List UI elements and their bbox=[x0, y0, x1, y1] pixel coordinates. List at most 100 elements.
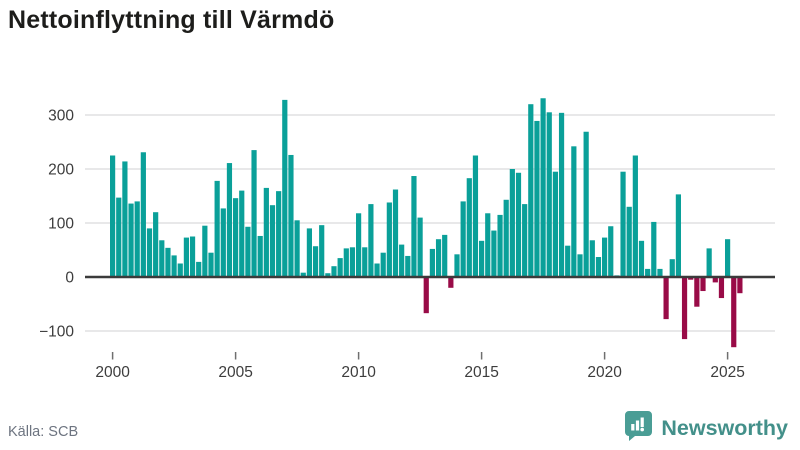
bar bbox=[386, 202, 392, 277]
bar bbox=[239, 190, 245, 277]
bar bbox=[638, 240, 645, 277]
bar bbox=[325, 273, 331, 277]
bar bbox=[737, 277, 743, 294]
x-axis-label: 2010 bbox=[341, 364, 376, 381]
bar bbox=[226, 163, 233, 277]
bar bbox=[220, 208, 226, 277]
bar bbox=[565, 245, 571, 277]
bar bbox=[675, 194, 681, 277]
bar bbox=[706, 248, 712, 277]
bar bbox=[651, 221, 657, 277]
bar bbox=[694, 277, 700, 307]
bar bbox=[669, 259, 675, 277]
bar bbox=[312, 246, 319, 277]
bar bbox=[153, 212, 159, 277]
bar bbox=[491, 230, 497, 277]
bar bbox=[466, 178, 472, 277]
bar bbox=[509, 169, 515, 277]
bar bbox=[392, 189, 399, 277]
bar bbox=[122, 161, 128, 277]
x-axis-label: 2025 bbox=[710, 364, 744, 381]
bar bbox=[632, 155, 638, 277]
bar bbox=[140, 152, 146, 277]
bar bbox=[380, 252, 386, 277]
x-axis-label: 2005 bbox=[218, 364, 252, 381]
y-axis-label: 300 bbox=[48, 108, 74, 125]
bar bbox=[294, 220, 300, 277]
bar bbox=[337, 258, 343, 277]
bar bbox=[725, 239, 731, 277]
bar bbox=[460, 201, 466, 277]
bar bbox=[276, 191, 282, 277]
bar bbox=[356, 213, 362, 277]
bar bbox=[589, 240, 595, 277]
bar bbox=[177, 263, 183, 277]
bar bbox=[146, 228, 153, 277]
bar bbox=[208, 252, 214, 277]
bar bbox=[202, 225, 208, 277]
bar bbox=[306, 228, 312, 277]
y-axis-label: 100 bbox=[48, 216, 74, 233]
bar bbox=[251, 150, 257, 277]
bar bbox=[583, 131, 589, 277]
brand-name: Newsworthy bbox=[661, 415, 788, 440]
bar bbox=[374, 263, 380, 277]
bar bbox=[116, 197, 122, 277]
bar bbox=[602, 237, 608, 277]
bar bbox=[522, 204, 528, 277]
bar bbox=[214, 180, 220, 277]
bar bbox=[497, 214, 503, 277]
bar bbox=[558, 112, 565, 277]
bar bbox=[189, 236, 196, 277]
bar bbox=[423, 277, 429, 314]
bar bbox=[300, 272, 306, 277]
bar bbox=[645, 268, 651, 277]
bar bbox=[608, 226, 614, 277]
bar bbox=[454, 254, 460, 277]
bar bbox=[233, 198, 239, 277]
bar bbox=[546, 112, 552, 277]
bar bbox=[571, 146, 577, 277]
bar bbox=[540, 98, 546, 277]
bar bbox=[343, 248, 349, 277]
bar bbox=[700, 277, 706, 292]
bar bbox=[399, 244, 405, 277]
bar bbox=[159, 240, 165, 277]
bar bbox=[712, 277, 718, 283]
bar bbox=[620, 171, 626, 277]
bar bbox=[263, 187, 269, 277]
bar bbox=[515, 172, 522, 277]
bar bbox=[577, 254, 583, 277]
x-axis-label: 2015 bbox=[464, 364, 498, 381]
bar bbox=[368, 204, 374, 277]
y-axis-label: 200 bbox=[48, 162, 74, 179]
bar bbox=[731, 277, 737, 348]
bar bbox=[183, 237, 189, 277]
bar bbox=[196, 261, 202, 277]
bar bbox=[663, 277, 669, 320]
bar bbox=[257, 235, 263, 277]
bar bbox=[448, 277, 454, 288]
bar bbox=[288, 154, 294, 277]
newsworthy-logo-link[interactable]: Newsworthy bbox=[624, 410, 788, 446]
bar bbox=[171, 255, 177, 277]
bar bbox=[595, 257, 602, 277]
bar bbox=[472, 155, 479, 277]
bar bbox=[165, 247, 171, 277]
bar bbox=[626, 206, 632, 277]
bar bbox=[245, 226, 251, 277]
bar bbox=[485, 213, 491, 277]
bar bbox=[429, 248, 435, 277]
bar bbox=[269, 205, 276, 277]
bar bbox=[405, 255, 411, 277]
bar bbox=[362, 247, 368, 277]
bar bbox=[681, 277, 688, 340]
bar bbox=[435, 239, 442, 277]
bar bbox=[503, 199, 509, 277]
y-axis-label: 0 bbox=[65, 270, 74, 287]
bar bbox=[688, 277, 694, 280]
bar bbox=[349, 247, 356, 277]
bar bbox=[134, 201, 140, 277]
source-label: Källa: SCB bbox=[8, 424, 79, 440]
